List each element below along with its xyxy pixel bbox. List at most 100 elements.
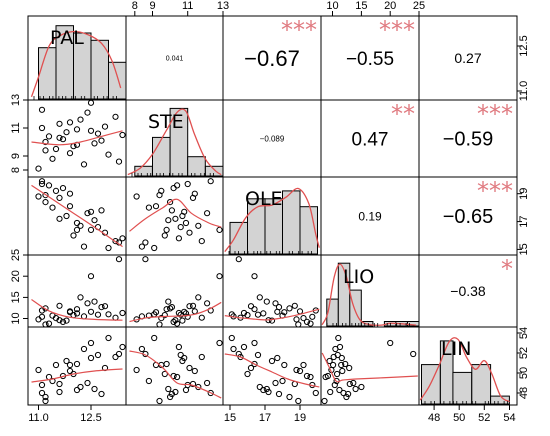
scatter-point: [42, 199, 49, 206]
smooth-line-bump: [129, 301, 222, 323]
scatter-point: [237, 353, 244, 361]
scatter-point: [327, 388, 334, 396]
scatter-point: [254, 311, 262, 318]
scatter-point: [63, 129, 70, 136]
scatter-point: [87, 273, 95, 280]
scatter-point: [42, 147, 49, 154]
scatter-point: [165, 385, 172, 393]
scatter-lio-ole: [224, 256, 320, 327]
scatter-point: [87, 308, 95, 315]
scatter-point: [87, 226, 95, 233]
scatter-point: [303, 372, 311, 380]
scatter-point: [291, 302, 298, 309]
variable-label-ste: STE: [148, 111, 184, 133]
scatter-point: [251, 273, 258, 280]
scatter-point: [410, 350, 417, 358]
tick-label-left-ste: 8: [10, 167, 22, 173]
scatter-point: [324, 372, 331, 380]
tick-label-right-ole: 19: [518, 188, 530, 200]
scatter-lin-ste: [129, 334, 223, 405]
significance-stars: ***: [477, 177, 513, 205]
smooth-line-rise: [31, 298, 123, 321]
scatter-point: [59, 318, 67, 325]
scatter-point: [303, 318, 311, 325]
histogram-bar: [229, 221, 248, 255]
scatter-point: [167, 199, 174, 206]
scatter-point: [161, 312, 168, 319]
scatter-point: [195, 294, 202, 301]
scatter-point: [247, 303, 255, 310]
scatter-point: [336, 386, 343, 394]
scatter-point: [91, 217, 98, 224]
scatter-point: [91, 385, 98, 393]
scatter-point: [105, 334, 112, 342]
scatter-point: [151, 244, 158, 252]
tick-label-right-ole: 15: [518, 243, 530, 255]
tick-label-bottom-lin: 48: [428, 412, 440, 424]
correlation-value: −0.67: [244, 46, 300, 71]
scatter-point: [161, 232, 168, 239]
scatter-point: [38, 180, 46, 188]
scatter-point: [56, 302, 63, 309]
scatter-point: [204, 300, 211, 307]
scatter-point: [38, 106, 46, 113]
scatter-point: [358, 383, 365, 391]
scatter-point: [119, 235, 126, 242]
smooth-line-rise: [31, 130, 123, 146]
scatter-point: [296, 308, 304, 315]
scatter-point: [98, 207, 105, 214]
scatter-point: [256, 294, 263, 301]
scatter-point: [42, 393, 49, 401]
scatter-point: [87, 354, 95, 362]
scatter-point: [87, 339, 95, 347]
scatter-point: [38, 381, 46, 389]
scatter-point: [174, 373, 181, 381]
scatter-point: [115, 158, 123, 165]
scatter-point: [260, 310, 267, 317]
scatter-point: [73, 226, 81, 233]
scatter-point: [251, 360, 258, 368]
scatter-point: [94, 130, 102, 137]
scatter-point: [38, 313, 46, 320]
correlation-value: −0.089: [260, 134, 285, 143]
scatter-point: [352, 385, 359, 393]
scatter-point: [52, 145, 60, 153]
scatter-point: [251, 306, 258, 313]
scatter-point: [77, 116, 84, 123]
tick-label-top-ste: 8: [132, 0, 138, 12]
scatter-point: [286, 305, 293, 312]
scatter-point: [98, 304, 105, 311]
scatter-point: [274, 308, 281, 315]
scatter-point: [87, 127, 95, 134]
scatter-point: [73, 219, 81, 227]
tick-label-bottom-lin: 50: [453, 412, 465, 424]
scatter-point: [182, 219, 190, 227]
scatter-point: [145, 377, 152, 385]
scatter-point: [216, 226, 223, 233]
scatter-point: [186, 229, 193, 236]
scatter-point: [80, 243, 88, 250]
scatter-point: [181, 308, 188, 315]
histogram-bar: [349, 289, 362, 327]
scatter-point: [151, 334, 158, 342]
density-curve: [127, 108, 222, 176]
histogram-bar: [108, 61, 126, 100]
tick-label-left-ste: 9: [10, 153, 22, 159]
scatter-point: [105, 151, 112, 158]
scatter-point: [228, 334, 235, 342]
tick-label-left-ste: 11: [10, 122, 22, 133]
scatter-point: [63, 317, 70, 324]
scatter-point: [56, 134, 63, 141]
tick-label-right-pal: 11.0: [518, 81, 530, 102]
scatter-point: [77, 222, 84, 229]
scatter-point: [163, 306, 170, 313]
scatter-point: [191, 190, 198, 197]
density-curve: [30, 30, 122, 98]
cell-border: [222, 254, 322, 328]
tick-label-right-lin: 52: [518, 347, 530, 359]
scatter-point: [66, 203, 74, 210]
tick-label-left-lio: 25: [10, 249, 22, 261]
scatter-point: [263, 298, 270, 305]
scatter-point: [133, 193, 140, 200]
tick-label-top-ste: 9: [149, 0, 155, 12]
